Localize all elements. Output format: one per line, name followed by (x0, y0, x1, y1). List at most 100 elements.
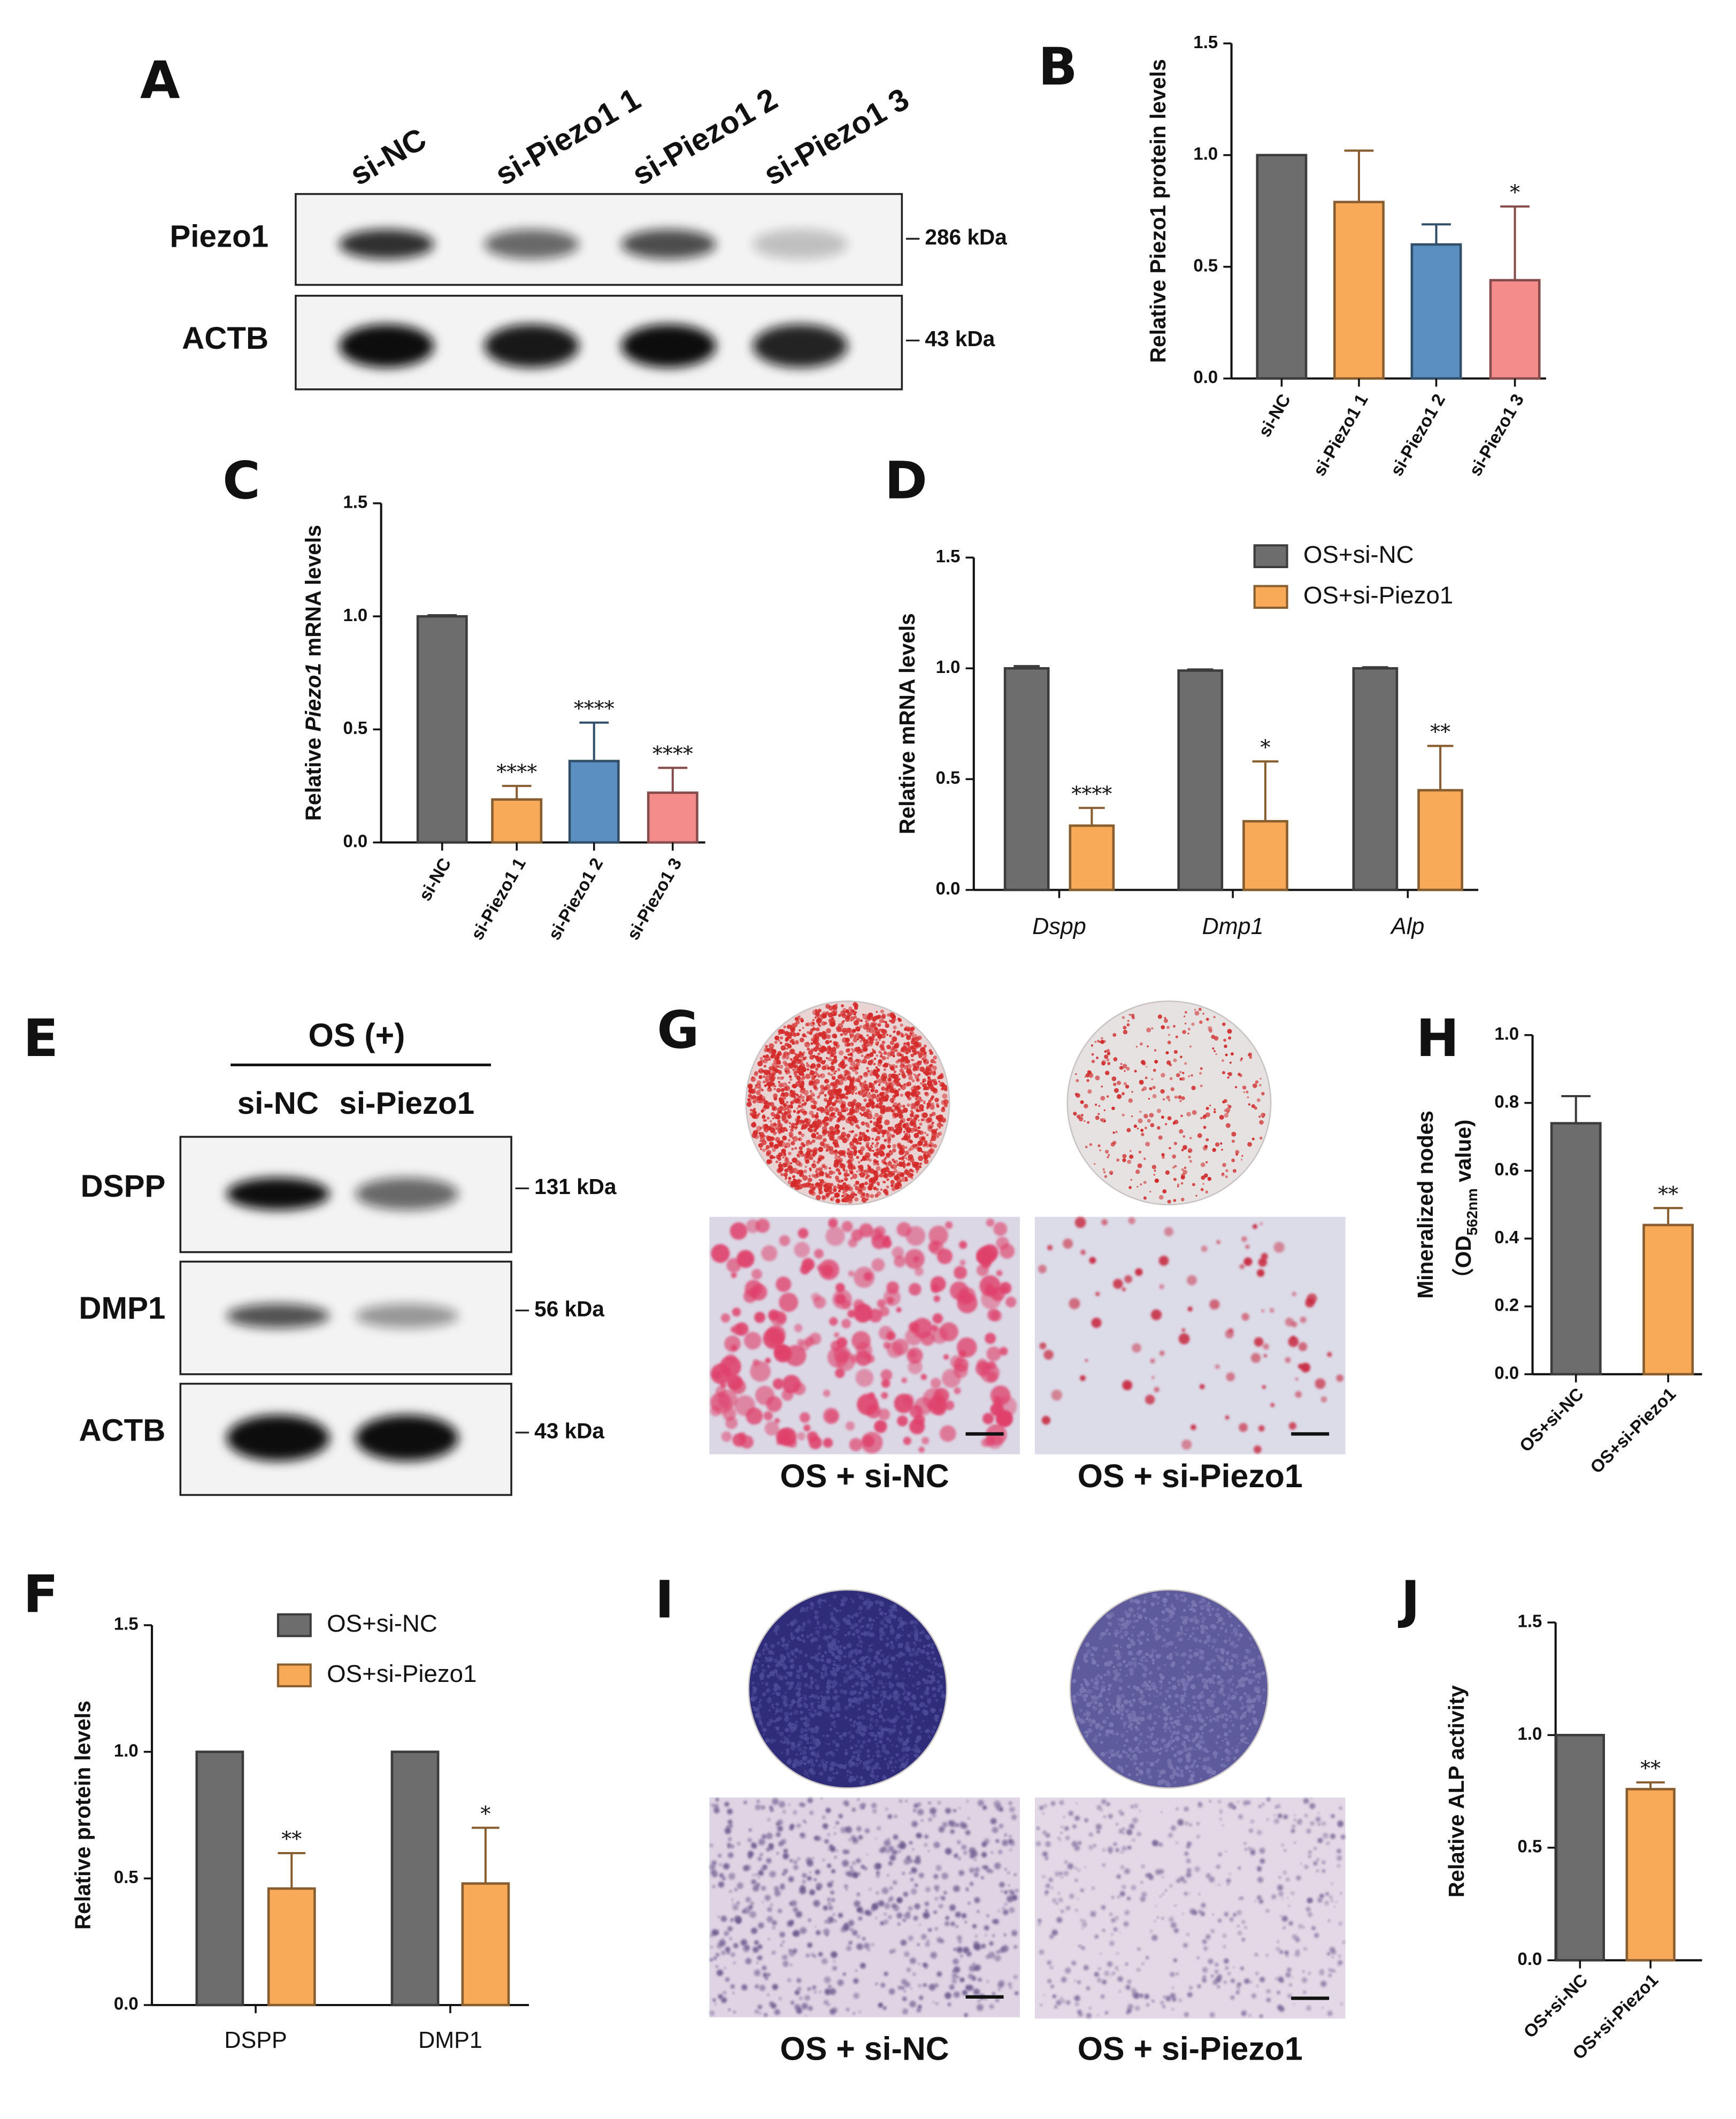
stain-dot (1242, 1085, 1247, 1090)
stain-dot (788, 1036, 792, 1039)
stain-dot (1258, 1677, 1261, 1680)
stain-dot (1182, 1072, 1185, 1074)
stain-dot (1156, 1748, 1159, 1752)
stain-dot (1130, 1179, 1132, 1181)
stain-dot (842, 1028, 847, 1032)
stain-dot (1210, 1658, 1215, 1663)
stain-dot (865, 1152, 871, 1158)
stain-dot (936, 1680, 940, 1684)
stain-dot (773, 1088, 777, 1090)
stain-dot (827, 1057, 832, 1061)
stain-dot (825, 1173, 830, 1179)
stain-dot (846, 1187, 849, 1190)
stain-dot (1234, 1748, 1239, 1754)
stain-dot (858, 1731, 862, 1734)
stain-dot (1147, 1119, 1151, 1123)
bar (416, 615, 468, 844)
stain-dot (865, 1726, 869, 1729)
stain-dot (824, 1064, 829, 1070)
stain-dot (1098, 1105, 1101, 1107)
stain-dot (783, 1026, 786, 1029)
stain-dot (911, 1122, 915, 1126)
stain-dot (788, 1734, 791, 1737)
stain-dot (1227, 1704, 1232, 1708)
stain-dot (913, 1133, 919, 1138)
stain-dot (857, 1038, 859, 1041)
stain-dot (917, 1647, 921, 1653)
stain-dot (1120, 1716, 1124, 1720)
stain-dot (810, 1656, 813, 1659)
stain-dot (778, 1168, 782, 1173)
stain-dot (1144, 1597, 1147, 1600)
stain-dot (825, 1689, 830, 1694)
row-label: ACTB (79, 1413, 165, 1448)
y-tick-label: 0.5 (1518, 1837, 1542, 1856)
stain-dot (888, 1681, 892, 1686)
stain-dot (783, 1127, 788, 1131)
stain-dot (910, 1026, 915, 1031)
stain-dot (1166, 1095, 1170, 1100)
stain-dot (1230, 1659, 1234, 1663)
micro-stain (853, 1266, 875, 1288)
micro-stain (987, 1309, 1000, 1321)
stain-dot (885, 1131, 889, 1135)
micro-stain (828, 1219, 838, 1228)
stain-dot (841, 1059, 845, 1062)
stain-dot (790, 1128, 794, 1132)
stain-dot (888, 1171, 892, 1175)
stain-dot (1184, 1015, 1186, 1018)
stain-dot (1238, 1073, 1241, 1076)
stain-dot (922, 1078, 926, 1083)
stain-dot (805, 1023, 809, 1027)
stain-dot (1251, 1710, 1256, 1715)
micro-stain (720, 1382, 727, 1389)
stain-dot (941, 1107, 946, 1113)
stain-dot (875, 1749, 881, 1755)
stain-dot (939, 1074, 944, 1080)
stain-dot (938, 1131, 942, 1136)
stain-dot (839, 1689, 844, 1694)
micro-stain (901, 1377, 908, 1383)
stain-dot (801, 1103, 804, 1106)
stain-dot (1222, 1723, 1227, 1729)
stain-dot (789, 1126, 791, 1128)
stain-dot (1083, 1697, 1087, 1702)
stain-dot (832, 1112, 836, 1115)
stain-dot (763, 1728, 766, 1732)
stain-dot (808, 1182, 811, 1186)
stain-dot (1213, 1691, 1216, 1694)
stain-dot (922, 1084, 924, 1087)
stain-dot (925, 1691, 930, 1695)
micro-stain (959, 1241, 967, 1249)
stain-dot (776, 1641, 781, 1646)
stain-dot (1154, 1169, 1156, 1172)
micro-stain (996, 1236, 1009, 1250)
stain-dot (881, 1685, 886, 1689)
stain-dot (803, 1771, 809, 1776)
stain-dot (811, 1078, 816, 1084)
stain-dot (889, 1041, 895, 1045)
micro-stain (894, 1394, 913, 1413)
stain-dot (830, 1198, 833, 1200)
stain-dot (1212, 1681, 1216, 1685)
stain-dot (1183, 1747, 1188, 1752)
stain-dot (917, 1044, 921, 1048)
stain-dot (1151, 1027, 1154, 1030)
micro-stain (954, 1266, 967, 1280)
stain-dot (907, 1172, 913, 1178)
stain-dot (1209, 1104, 1211, 1107)
stain-dot (894, 1175, 899, 1180)
stain-dot (1159, 1706, 1163, 1710)
stain-dot (938, 1080, 941, 1083)
stain-dot (773, 1144, 779, 1149)
bar (1625, 1788, 1676, 1962)
stain-dot (850, 1650, 854, 1655)
stain-dot (911, 1079, 915, 1083)
stain-dot (859, 1644, 863, 1648)
stain-dot (901, 1152, 904, 1154)
stain-dot (759, 1673, 765, 1678)
stain-dot (1190, 1684, 1196, 1690)
stain-dot (1204, 1666, 1210, 1671)
legend-swatch (276, 1663, 312, 1688)
blot-header: OS (+) (309, 1017, 405, 1053)
